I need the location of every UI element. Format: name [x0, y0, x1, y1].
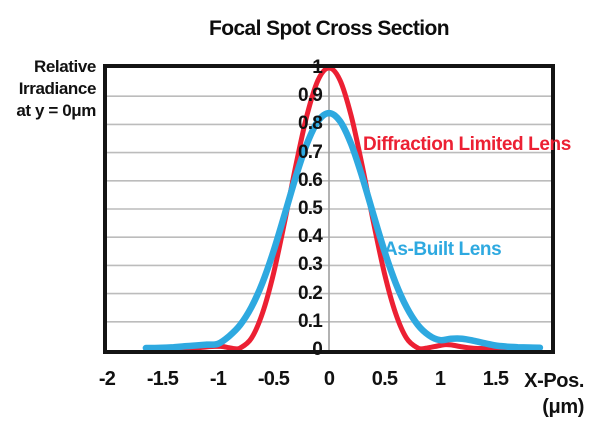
y-tick-label: 0.9	[297, 84, 323, 106]
y-tick-label: 1	[312, 56, 323, 78]
x-tick-label: 1	[434, 368, 446, 390]
plot-area: 1 0.9 0.8 0.7 0.6 0.5 0.4 0.3 0.2 0.1 0	[103, 57, 555, 360]
x-tick-label: -1	[209, 368, 227, 390]
chart-title: Focal Spot Cross Section	[209, 17, 450, 40]
legend-as-built-lens: As-Built Lens	[384, 239, 502, 260]
x-tick-label: 0	[323, 368, 335, 390]
x-tick-label: -1.5	[146, 368, 179, 390]
x-tick-label: 0.5	[371, 368, 398, 390]
y-tick-label: 0.8	[297, 113, 323, 135]
legend-diffraction-limited-lens: Diffraction Limited Lens	[363, 134, 571, 155]
y-tick-label: 0	[312, 338, 323, 360]
y-tick-label: 0.5	[297, 197, 323, 219]
x-axis-title: X-Pos. (μm)	[524, 368, 584, 420]
chart-canvas	[107, 68, 551, 350]
y-axis-title: Relative Irradiance at y = 0μm	[0, 56, 96, 122]
y-tick-label: 0.4	[297, 225, 323, 247]
y-tick-label: 0.7	[297, 141, 323, 163]
y-axis-title-line3: at y = 0μm	[16, 101, 96, 120]
y-tick-label: 0.1	[297, 310, 323, 332]
x-axis-title-line1: X-Pos.	[524, 370, 584, 392]
x-tick-label: 1.5	[482, 368, 509, 390]
y-tick-label: 0.6	[297, 169, 323, 191]
curve-diffraction-limited	[148, 68, 543, 350]
x-tick-label: -0.5	[257, 368, 290, 390]
x-axis-title-line2: (μm)	[542, 396, 584, 418]
y-axis-title-line1: Relative	[33, 57, 96, 76]
x-tick-label: -2	[98, 368, 116, 390]
y-tick-label: 0.2	[297, 282, 323, 304]
curve-as-built	[142, 109, 544, 350]
y-axis-title-line2: Irradiance	[18, 79, 97, 98]
y-tick-label: 0.3	[297, 254, 323, 276]
